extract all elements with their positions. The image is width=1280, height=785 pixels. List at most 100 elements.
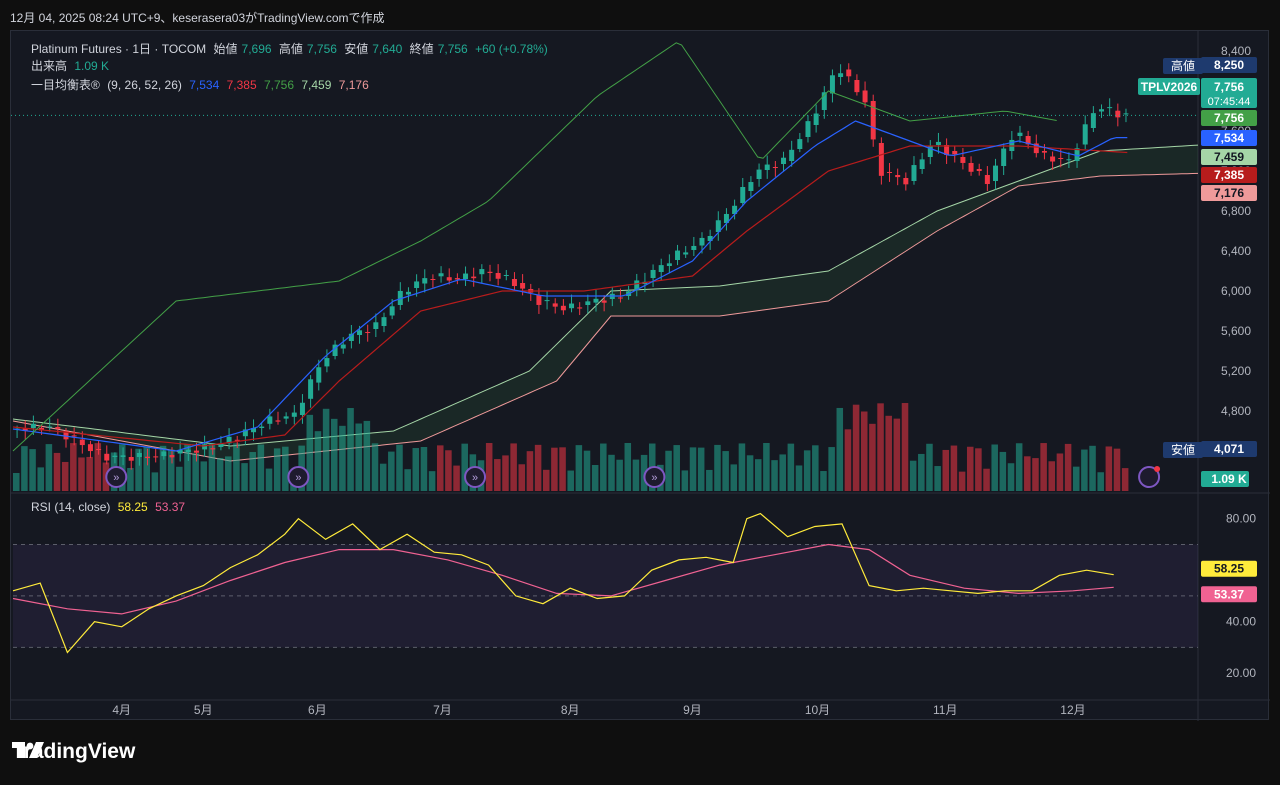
candle-body [1033, 143, 1039, 154]
volume-bar [763, 443, 770, 491]
volume-bar [518, 464, 526, 491]
dividend-marker-icon: » [105, 466, 128, 488]
chikou-line [12, 42, 1057, 452]
legend-high-label: 高値 [278, 42, 303, 56]
legend-symbol[interactable]: Platinum Futures · 1日 · TOCOM [31, 42, 207, 56]
candle-body [870, 101, 876, 140]
candle-body [887, 172, 893, 173]
volume-bar [950, 445, 958, 491]
candle-body [911, 165, 917, 181]
candle-body [104, 453, 110, 461]
volume-bar [803, 450, 811, 491]
volume-bar [143, 446, 150, 491]
candle-body [153, 456, 159, 458]
candle-body [1050, 156, 1056, 162]
volume-bar [339, 425, 346, 491]
candle-body [430, 279, 436, 280]
candle-body [781, 157, 787, 164]
legend-volume: 出来高 1.09 K [31, 57, 113, 74]
candle-body [634, 280, 640, 290]
volume-bar [45, 444, 53, 491]
volume-bar [1015, 443, 1023, 491]
volume-bar [787, 443, 795, 491]
tenkan-badge-bg [1201, 130, 1257, 146]
last-price-bg [1201, 78, 1257, 108]
x-tick-label: 9月 [683, 703, 702, 717]
volume-bar [591, 464, 599, 491]
candle-body [935, 141, 941, 145]
volume-bar [608, 454, 615, 491]
volume-bar [1072, 466, 1080, 491]
candle-body [577, 307, 583, 309]
y-tick-label: 6,800 [1221, 204, 1251, 218]
volume-bar [29, 449, 36, 491]
volume-bar [730, 464, 738, 491]
volume-bar [706, 469, 713, 491]
legend-low-value: 7,640 [372, 42, 403, 56]
volume-bar [233, 443, 240, 491]
volume-bar [681, 470, 689, 491]
volume-bar [21, 446, 28, 491]
marker-glyph: » [113, 472, 119, 484]
countdown-text: 07:45:44 [1208, 96, 1251, 108]
candle-body [446, 277, 452, 281]
rsi-ma-line [12, 543, 1114, 615]
marker-glyph: » [651, 472, 657, 484]
volume-bar [1121, 468, 1129, 491]
rsi-ma-badge: 53.37 [1201, 586, 1257, 603]
candle-body [1017, 132, 1023, 136]
y-tick-label: 4,800 [1221, 404, 1251, 418]
candle-body [993, 165, 999, 181]
legend-ichimoku-label[interactable]: 一目均衡表® [31, 78, 100, 92]
candle-body [723, 213, 729, 223]
volume-bar [282, 446, 289, 491]
candle-body [405, 291, 411, 295]
volume-bar [852, 404, 860, 491]
x-tick-label: 7月 [433, 703, 452, 717]
volume-bar [330, 418, 338, 491]
volume-bar [534, 444, 542, 491]
legend-rsi-label[interactable]: RSI (14, close) [31, 500, 111, 514]
last-price-badge: 7,756 07:45:44 [1201, 78, 1257, 108]
candle-body [960, 157, 966, 163]
candle-body [1090, 113, 1096, 128]
candle-body [63, 431, 69, 440]
volume-bar [966, 446, 974, 491]
candle-body [862, 90, 868, 103]
candle-body [552, 303, 558, 307]
kijun-badge-text: 7,385 [1214, 168, 1244, 182]
legend-ichimoku-params: (9, 26, 52, 26) [107, 78, 182, 92]
volume-bar [1113, 448, 1121, 491]
chart-canvas[interactable]: 8,4008,0007,6007,2006,8006,4006,0005,600… [11, 31, 1270, 721]
chikou-badge-text: 7,756 [1214, 111, 1244, 125]
volume-bar [885, 415, 892, 491]
candle-body [275, 420, 281, 422]
dividend-marker-icon: » [643, 466, 666, 488]
x-tick-label: 8月 [561, 703, 580, 717]
candle-body [1074, 148, 1080, 161]
legend-rsi-ma: 53.37 [155, 500, 186, 514]
candle-body [79, 439, 85, 446]
candle-body [87, 444, 93, 452]
candle-body [234, 439, 240, 441]
senkou-b-badge: 7,176 [1201, 185, 1257, 201]
volume-bar [983, 468, 990, 491]
volume-bar [918, 453, 925, 491]
x-tick-label: 11月 [933, 703, 957, 717]
y-tick-label: 5,600 [1221, 324, 1251, 338]
candle-body [617, 297, 623, 299]
rsi-ma-badge-bg [1201, 586, 1257, 603]
rsi-value-badge-bg [1201, 560, 1257, 577]
candle-body [365, 332, 371, 333]
volume-bar [176, 466, 183, 491]
legend-senkou-a-value: 7,459 [301, 78, 332, 92]
volume-bar [689, 447, 697, 491]
tradingview-footer[interactable]: TradingView [12, 740, 135, 764]
chart-frame[interactable]: 8,4008,0007,6007,2006,8006,4006,0005,600… [10, 30, 1270, 721]
volume-bar [404, 469, 411, 491]
legend-ichimoku: 一目均衡表® (9, 26, 52, 26) 7,534 7,385 7,756… [31, 76, 373, 93]
marker-ring [464, 466, 487, 488]
legend-volume-label[interactable]: 出来高 [31, 59, 68, 73]
volume-bar [771, 460, 778, 491]
candle-body [976, 169, 982, 172]
